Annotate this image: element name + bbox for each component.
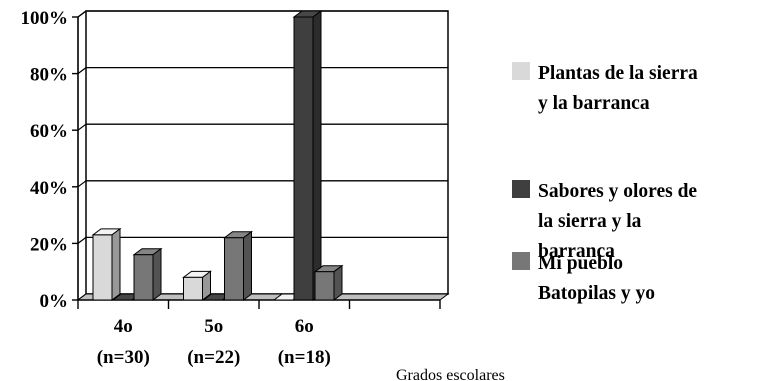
legend-item: Plantas de la sierra y la barranca [512, 62, 698, 114]
bar-side [312, 10, 322, 301]
legend-label: Plantas de la sierra [538, 63, 698, 84]
y-axis-top-connector [77, 10, 87, 18]
legend-label: Batopilas y yo [538, 283, 655, 304]
x-tick-label: 4o [114, 316, 133, 337]
y-tick-label: 80% [30, 65, 68, 86]
bar-side [333, 264, 343, 301]
legend-label: Mi pueblo [538, 253, 623, 274]
bar-front [314, 271, 335, 301]
legend-label: la sierra y la [538, 211, 642, 232]
y-tick-label: 0% [40, 291, 69, 312]
x-tick-label: (n=18) [278, 347, 331, 368]
x-tick-label: 5o [204, 316, 223, 337]
y-tick-labels: 0% 20% 40% 60% 80% 100% [21, 8, 69, 312]
x-tick-label: (n=30) [97, 347, 150, 368]
bar-side [111, 227, 121, 301]
y-tick-label: 60% [30, 121, 68, 142]
bar-front [92, 234, 113, 301]
bar [292, 10, 323, 301]
gridline-connector [77, 236, 87, 244]
bar-front [224, 237, 244, 301]
bar-front [133, 254, 154, 301]
gridline-connector [77, 180, 87, 188]
bar [91, 227, 122, 301]
x-axis-label: Grados escolares [396, 367, 505, 381]
bar [182, 270, 212, 301]
legend-item: Mi pueblo Batopilas y yo [512, 252, 655, 304]
legend-swatch [512, 180, 530, 198]
bar [313, 264, 344, 301]
axes [72, 10, 450, 309]
bar-front [183, 276, 203, 301]
legend-label: barranca [538, 241, 615, 262]
bars [91, 10, 344, 301]
x-tick-label: (n=22) [187, 347, 240, 368]
gridline-connector [77, 67, 87, 75]
bar-side [243, 230, 252, 301]
legend-label: y la barranca [538, 93, 650, 114]
gridline-connector [77, 123, 87, 131]
bar [132, 247, 163, 301]
y-tick-label: 100% [21, 8, 69, 29]
x-tick-label: 6o [295, 316, 314, 337]
y-tick-label: 20% [30, 234, 68, 255]
legend: Plantas de la sierra y la barranca Sabores… [512, 62, 698, 304]
legend-item: Sabores y olores de la sierra y la barranc… [512, 180, 697, 262]
bar [223, 230, 253, 301]
legend-swatch [512, 62, 530, 80]
legend-swatch [512, 252, 530, 270]
bar-front [293, 16, 314, 301]
bar-side [152, 247, 162, 301]
legend-label: Sabores y olores de [538, 181, 697, 202]
x-tick-labels: 4o (n=30) 5o (n=22) 6o (n=18) [97, 316, 331, 368]
y-tick-label: 40% [30, 178, 68, 199]
